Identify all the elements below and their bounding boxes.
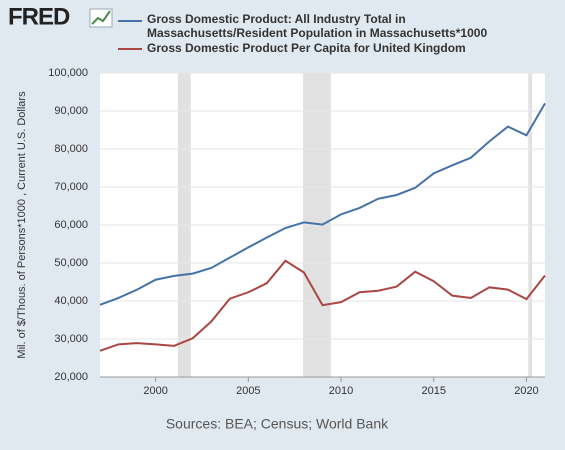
logo: FRED [8, 3, 70, 30]
logo-icon [89, 8, 113, 28]
series-line [99, 259, 546, 352]
x-tick-label: 2020 [514, 385, 538, 397]
y-tick-label: 40,000 [54, 295, 88, 307]
y-tick-label: 50,000 [54, 257, 88, 269]
source: Sources: BEA; Census; World Bank [166, 416, 389, 432]
series-line [99, 102, 546, 306]
y-axis-label: Mil. of $/Thous. of Persons*1000 , Curre… [16, 91, 28, 359]
legend-swatch [118, 20, 142, 22]
x-tick-label: 2015 [422, 385, 446, 397]
legend-entry: Gross Domestic Product Per Capita for Un… [147, 41, 466, 55]
x-tick-label: 2005 [236, 385, 260, 397]
y-tick-label: 70,000 [54, 181, 88, 193]
y-tick-label: 100,000 [48, 67, 88, 79]
legend-entry: Gross Domestic Product: All Industry Tot… [147, 12, 488, 40]
x-tick-label: 2000 [143, 385, 167, 397]
x-tick-label: 2010 [329, 385, 353, 397]
y-tick-label: 20,000 [54, 371, 88, 383]
legend-swatch [118, 48, 142, 50]
y-tick-label: 60,000 [54, 219, 88, 231]
y-tick-label: 90,000 [54, 105, 88, 117]
y-tick-label: 80,000 [54, 143, 88, 155]
y-tick-label: 30,000 [54, 333, 88, 345]
